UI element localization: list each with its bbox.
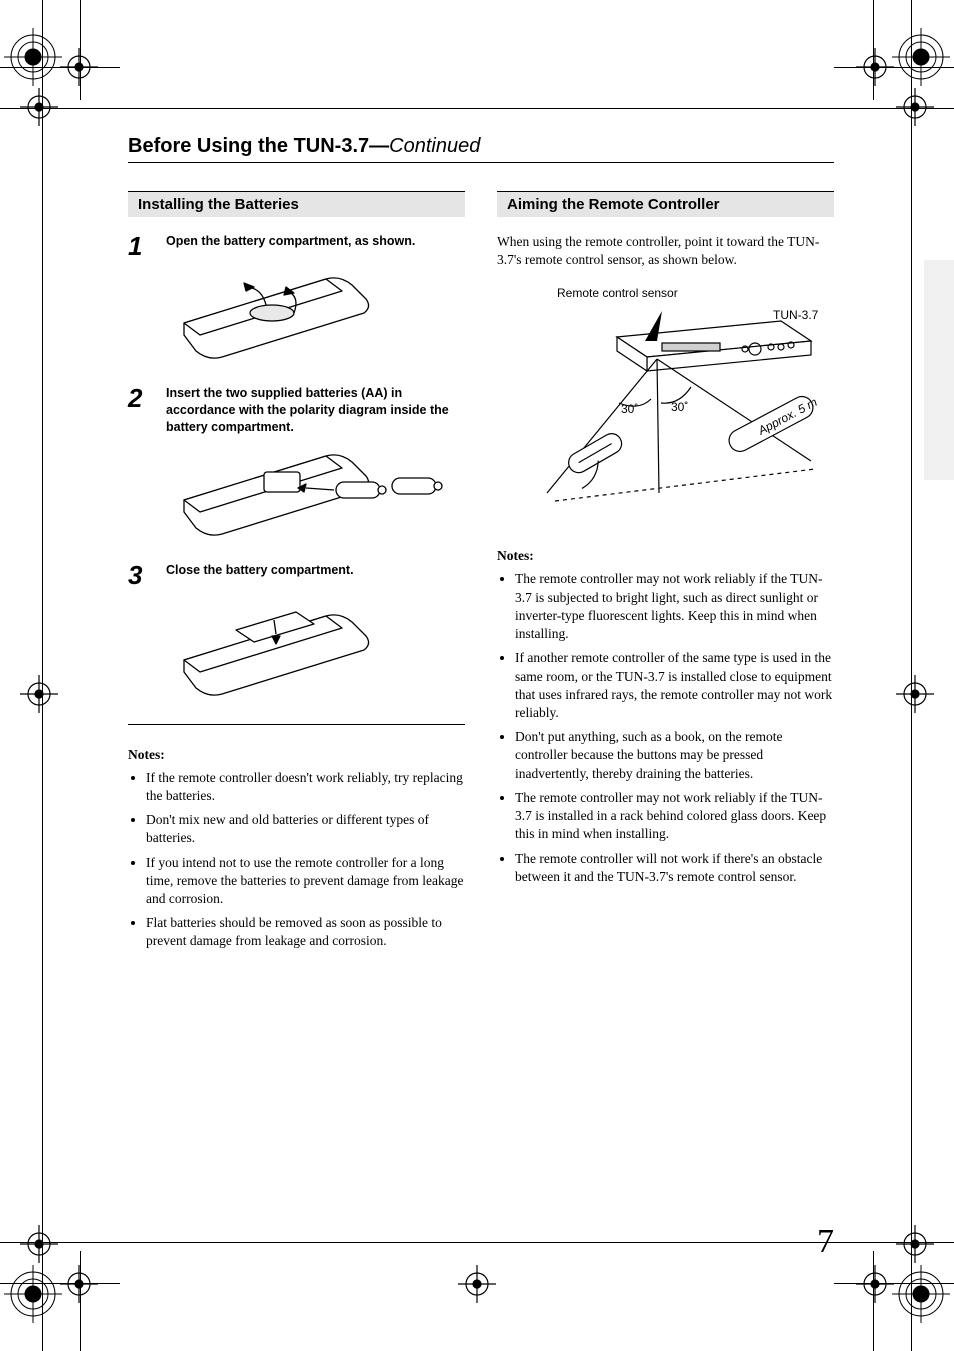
step-text: Open the battery compartment, as shown. [166,233,415,259]
sensor-label: Remote control sensor [557,286,678,300]
note-item: If you intend not to use the remote cont… [146,854,465,909]
step-3: 3 Close the battery compartment. [128,562,465,588]
device-label: TUN-3.7 [773,308,819,322]
page-content: Before Using the TUN-3.7—Continued Insta… [0,0,954,1351]
divider [128,724,465,725]
step-text: Insert the two supplied batteries (AA) i… [166,385,465,436]
page-heading: Before Using the TUN-3.7—Continued [128,135,834,163]
intro-paragraph: When using the remote controller, point … [497,233,834,269]
note-item: The remote controller may not work relia… [515,789,834,844]
step-number: 3 [128,562,152,588]
section-aiming-remote: Aiming the Remote Controller [497,191,834,217]
right-column: Aiming the Remote Controller When using … [497,191,834,957]
figure-step-3 [166,594,465,712]
left-column: Installing the Batteries 1 Open the batt… [128,191,465,957]
left-notes-list: If the remote controller doesn't work re… [128,769,465,951]
angle-left-label: 30˚ [621,402,638,416]
note-item: Don't mix new and old batteries or diffe… [146,811,465,847]
note-item: The remote controller will not work if t… [515,850,834,886]
step-number: 2 [128,385,152,436]
figure-step-1 [166,265,465,375]
note-item: Flat batteries should be removed as soon… [146,914,465,950]
note-item: If another remote controller of the same… [515,649,834,722]
page-number: 7 [817,1223,834,1261]
notes-heading: Notes: [128,747,465,763]
figure-step-2 [166,442,465,552]
heading-continued: Continued [389,135,480,157]
heading-dash: — [369,135,389,157]
note-item: The remote controller may not work relia… [515,570,834,643]
step-2: 2 Insert the two supplied batteries (AA)… [128,385,465,436]
heading-main: Before Using the TUN-3.7 [128,135,369,157]
section-installing-batteries: Installing the Batteries [128,191,465,217]
figure-aiming: Remote control sensor TUN-3.7 30˚ 30˚ Ap… [527,283,834,518]
step-number: 1 [128,233,152,259]
note-item: Don't put anything, such as a book, on t… [515,728,834,783]
angle-right-label: 30˚ [671,400,688,414]
step-1: 1 Open the battery compartment, as shown… [128,233,465,259]
notes-heading: Notes: [497,548,834,564]
note-item: If the remote controller doesn't work re… [146,769,465,805]
step-text: Close the battery compartment. [166,562,354,588]
right-notes-list: The remote controller may not work relia… [497,570,834,886]
